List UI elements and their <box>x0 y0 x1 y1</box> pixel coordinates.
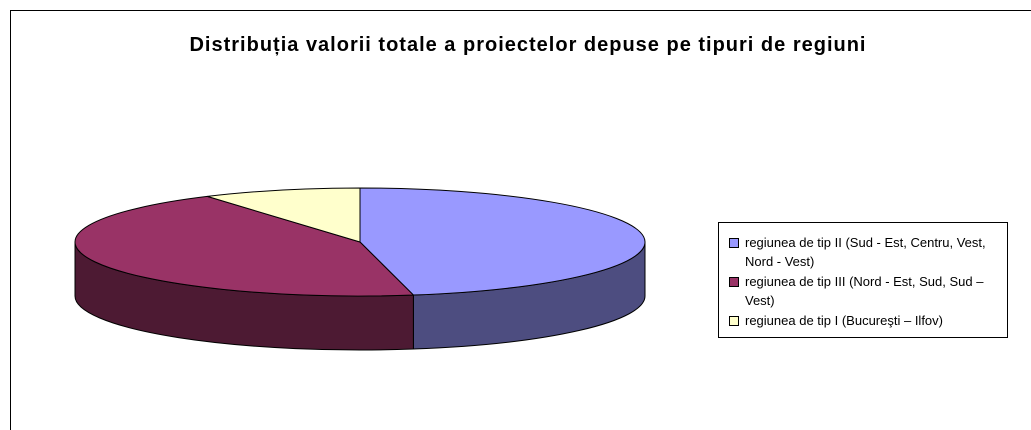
legend-label: regiunea de tip II (Sud - Est, Centru, V… <box>745 235 986 269</box>
slice <box>359 187 646 296</box>
legend-swatch <box>729 238 739 248</box>
legend-entry: regiunea de tip II (Sud - Est, Centru, V… <box>729 233 1007 271</box>
legend-swatch <box>729 316 739 326</box>
legend-entry: regiunea de tip III (Nord - Est, Sud, Su… <box>729 272 1007 310</box>
tops <box>74 187 646 297</box>
legend-entry: regiunea de tip I (Bucureşti – Ilfov) <box>729 311 1007 330</box>
legend-label: regiunea de tip III (Nord - Est, Sud, Su… <box>745 274 984 308</box>
legend: regiunea de tip II (Sud - Est, Centru, V… <box>718 222 1008 338</box>
chart-title: Distribuția valorii totale a proiectelor… <box>189 34 867 56</box>
slice <box>207 187 361 243</box>
legend-label: regiunea de tip I (Bucureşti – Ilfov) <box>745 313 943 328</box>
slice <box>74 195 415 297</box>
sides <box>74 241 646 351</box>
frame <box>10 10 1031 430</box>
legend-swatch <box>729 277 739 287</box>
